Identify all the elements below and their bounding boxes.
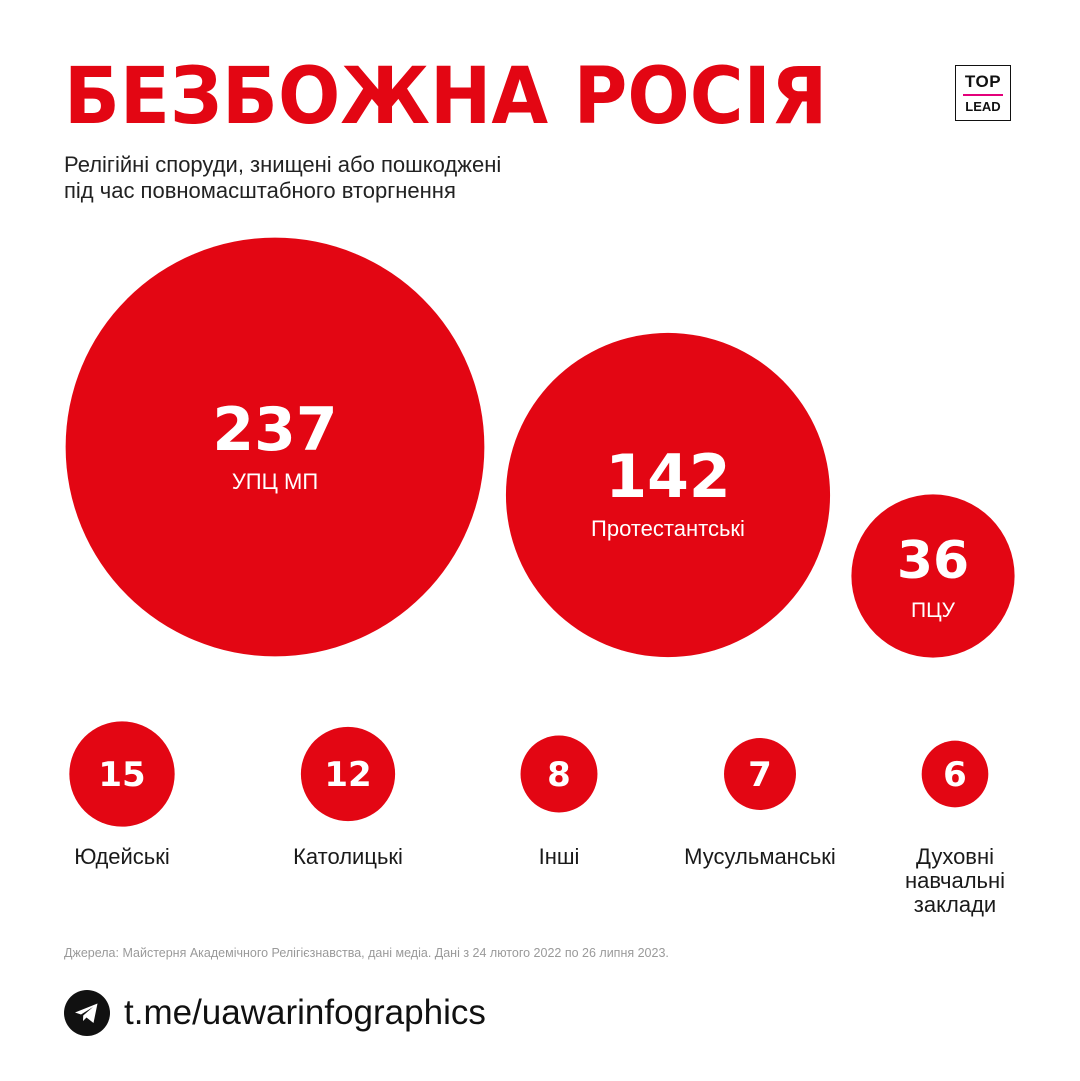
bubble (520, 735, 598, 813)
bubble-value-label: 8 (547, 755, 571, 795)
bubble-value-label: 15 (98, 755, 145, 795)
bubble-value-label: 7 (748, 755, 772, 795)
toplead-logo: TOP LEAD (955, 65, 1011, 121)
subtitle-line-2: під час повномасштабного вторгнення (64, 178, 456, 203)
telegram-footer: t.me/uawarinfographics (64, 988, 486, 1038)
category-label: Юдейські (74, 844, 170, 869)
page-title: БЕЗБОЖНА РОСІЯ (64, 52, 828, 142)
bubble (65, 237, 485, 657)
category-label: УПЦ МП (232, 469, 318, 494)
bubble (505, 332, 831, 658)
subtitle-line-1: Релігійні споруди, знищені або пошкоджен… (64, 152, 502, 177)
bubble (851, 494, 1015, 658)
telegram-link[interactable]: t.me/uawarinfographics (124, 993, 486, 1032)
category-label: ПЦУ (911, 599, 956, 622)
bubble (724, 738, 796, 810)
category-label: Католицькі (293, 844, 403, 869)
bubble (69, 721, 175, 827)
bubble-value-label: 6 (943, 755, 967, 795)
category-label: Протестантські (591, 516, 745, 541)
bubble-value-label: 237 (212, 395, 337, 465)
category-label: Інші (539, 844, 580, 869)
bubble (921, 740, 989, 808)
subtitle: Релігійні споруди, знищені або пошкоджен… (64, 152, 664, 204)
bubble-value-label: 142 (605, 442, 730, 512)
bubble (300, 726, 396, 822)
bubble-value-label: 12 (324, 755, 371, 795)
bubble-value-label: 36 (897, 531, 969, 591)
category-label: Мусульманські (684, 844, 836, 869)
source-note: Джерела: Майстерня Академічного Релігієз… (64, 946, 669, 960)
telegram-icon[interactable] (64, 990, 110, 1036)
category-label: Духовні навчальні заклади (905, 844, 1005, 917)
